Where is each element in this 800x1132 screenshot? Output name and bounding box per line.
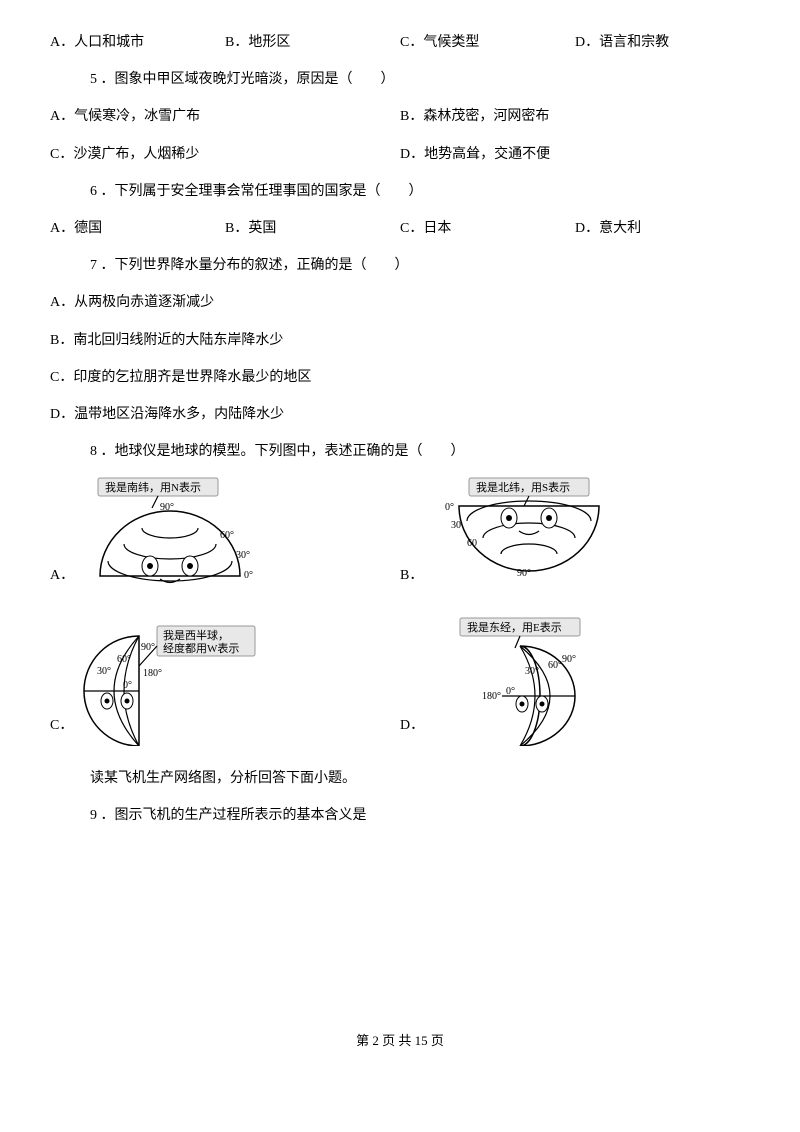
q4-options: A．人口和城市 B．地形区 C．气候类型 D．语言和宗教 — [50, 30, 750, 55]
svg-text:0°: 0° — [244, 570, 253, 581]
option-c: C．日本 — [400, 216, 575, 241]
option-a: A．人口和城市 — [50, 30, 225, 55]
q6-text: 6 ．下列属于安全理事会常任理事国的国家是（ ） — [50, 179, 750, 204]
q8-label-d: D． — [400, 713, 424, 746]
option-b: B．森林茂密，河网密布 — [400, 104, 750, 129]
svg-text:30°: 30° — [525, 666, 539, 677]
page-footer: 第 2 页 共 15 页 — [50, 1029, 750, 1052]
svg-text:60°: 60° — [117, 654, 131, 665]
svg-text:60°: 60° — [220, 530, 234, 541]
plane-intro: 读某飞机生产网络图，分析回答下面小题。 — [50, 766, 750, 791]
q6-options: A．德国 B．英国 C．日本 D．意大利 — [50, 216, 750, 241]
q8-text: 8 ．地球仪是地球的模型。下列图中，表述正确的是（ ） — [50, 439, 750, 464]
svg-text:60: 60 — [467, 538, 477, 549]
option-a: A．气候寒冷，冰雪广布 — [50, 104, 400, 129]
globe-fig-a: 我是南纬，用N表示 90° 60° 30° 0° — [80, 476, 260, 596]
svg-text:我是西半球，: 我是西半球， — [163, 628, 229, 642]
svg-text:90°: 90° — [517, 568, 531, 579]
q8-fig-row1: A． 我是南纬，用N表示 90° 60° 30° 0° B． 我是北纬，用S表示 — [50, 476, 750, 596]
option-d: D．语言和宗教 — [575, 30, 750, 55]
svg-text:180°: 180° — [482, 691, 501, 702]
q8-label-b: B． — [400, 563, 423, 596]
q5-text: 5 ．图象中甲区域夜晚灯光暗淡，原因是（ ） — [50, 67, 750, 92]
svg-text:30°: 30° — [236, 550, 250, 561]
option-b: B．南北回归线附近的大陆东岸降水少 — [50, 328, 750, 353]
option-c: C．印度的乞拉朋齐是世界降水最少的地区 — [50, 365, 750, 390]
svg-text:30: 30 — [451, 520, 461, 531]
q7-text: 7 ．下列世界降水量分布的叙述，正确的是（ ） — [50, 253, 750, 278]
option-a: A．从两极向赤道逐渐减少 — [50, 290, 750, 315]
svg-text:我是南纬，用N表示: 我是南纬，用N表示 — [105, 480, 201, 494]
option-c: C．气候类型 — [400, 30, 575, 55]
q8-label-c: C． — [50, 713, 73, 746]
option-d: D．意大利 — [575, 216, 750, 241]
svg-text:180°: 180° — [143, 668, 162, 679]
svg-text:90°: 90° — [562, 654, 576, 665]
option-c: C．沙漠广布，人烟稀少 — [50, 142, 400, 167]
svg-text:经度都用W表示: 经度都用W表示 — [163, 641, 239, 655]
svg-text:30°: 30° — [97, 666, 111, 677]
option-d: D．温带地区沿海降水多，内陆降水少 — [50, 402, 750, 427]
svg-text:90°: 90° — [141, 642, 155, 653]
option-d: D．地势高耸，交通不便 — [400, 142, 750, 167]
svg-text:60°: 60° — [548, 660, 562, 671]
svg-text:0°: 0° — [506, 686, 515, 697]
option-b: B．地形区 — [225, 30, 400, 55]
svg-text:0°: 0° — [123, 680, 132, 691]
option-b: B．英国 — [225, 216, 400, 241]
option-a: A．德国 — [50, 216, 225, 241]
svg-text:0°: 0° — [445, 502, 454, 513]
q5-row2: C．沙漠广布，人烟稀少 D．地势高耸，交通不便 — [50, 142, 750, 167]
svg-text:90°: 90° — [160, 502, 174, 513]
q8-fig-row2: C． 我是西半球， 经度都用W表示 90° 60° 30° 0° 180° D．… — [50, 616, 750, 746]
q9-text: 9 ．图示飞机的生产过程所表示的基本含义是 — [50, 803, 750, 828]
globe-fig-c: 我是西半球， 经度都用W表示 90° 60° 30° 0° 180° — [79, 616, 259, 746]
svg-text:我是北纬，用S表示: 我是北纬，用S表示 — [476, 480, 570, 494]
globe-fig-d: 我是东经，用E表示 180° 0° 30° 60° 90° — [430, 616, 610, 746]
svg-text:我是东经，用E表示: 我是东经，用E表示 — [467, 620, 562, 634]
globe-fig-b: 我是北纬，用S表示 0° 30 60 90° — [429, 476, 609, 596]
q5-row1: A．气候寒冷，冰雪广布 B．森林茂密，河网密布 — [50, 104, 750, 129]
q8-label-a: A． — [50, 563, 74, 596]
